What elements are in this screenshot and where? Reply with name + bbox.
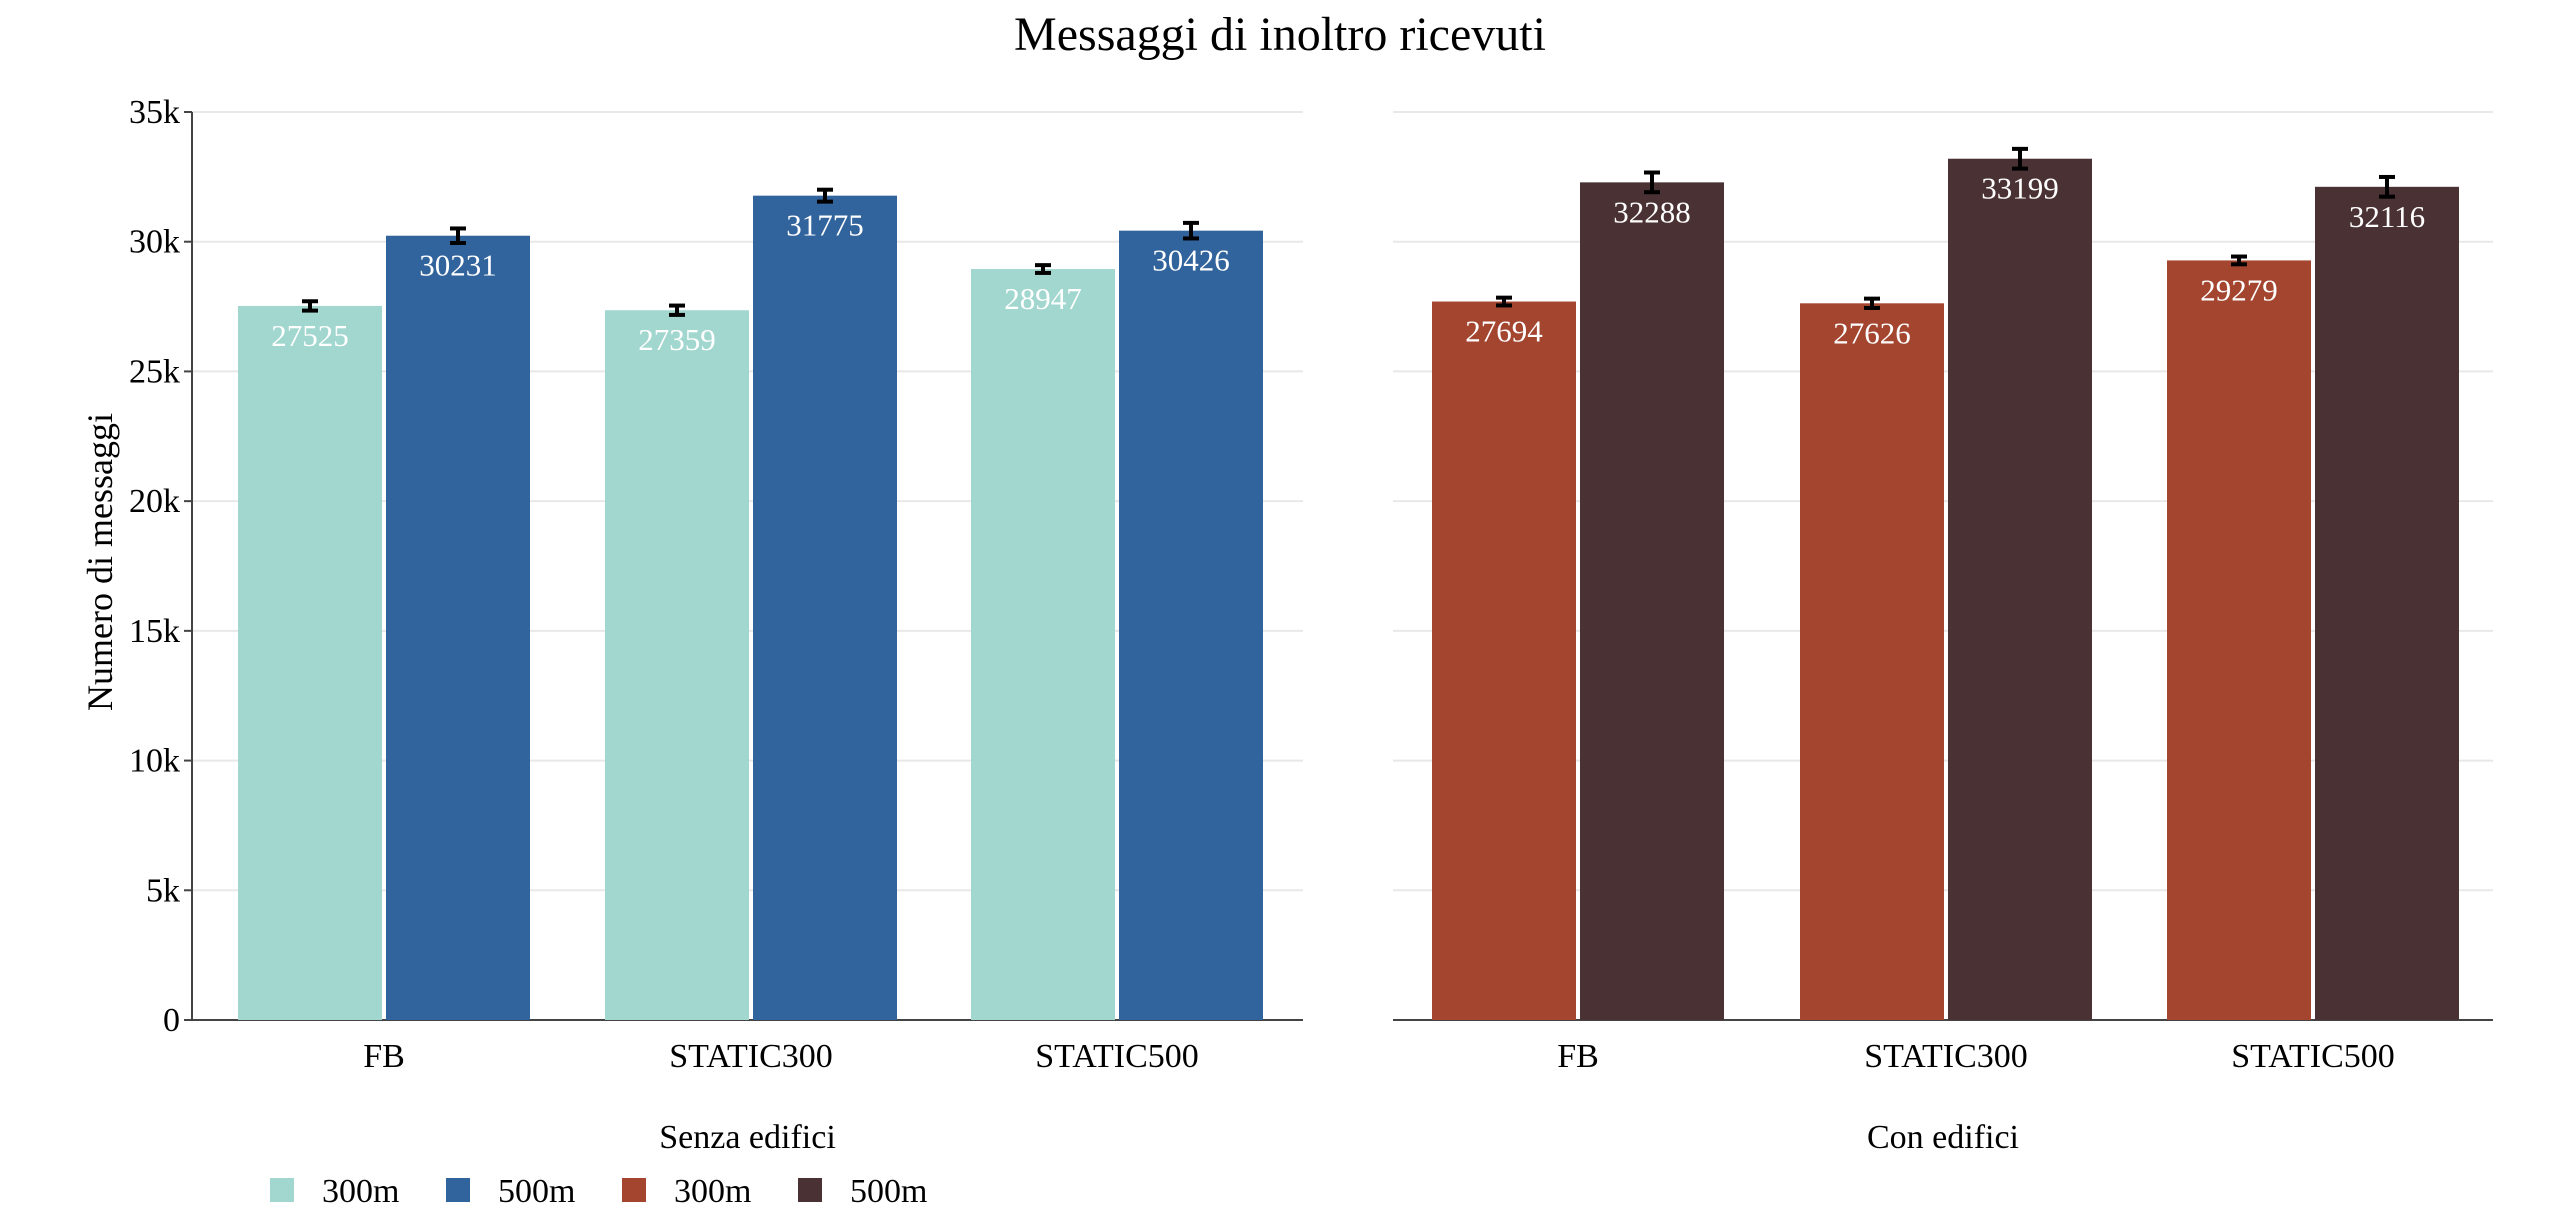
bar-value-label: 27626 (1833, 315, 1911, 350)
bar-value-label: 30231 (419, 248, 497, 283)
y-tick-label: 10k (129, 743, 180, 780)
y-tick-label: 15k (129, 613, 180, 650)
bar (386, 235, 530, 1020)
bar (2167, 260, 2311, 1021)
bar-value-label: 31775 (786, 208, 864, 243)
x-tick-label: FB (1557, 1038, 1599, 1075)
bar-value-label: 27525 (271, 318, 349, 353)
y-tick-label: 5k (146, 872, 180, 909)
x-tick-label: STATIC300 (1864, 1038, 2028, 1075)
x-tick-label: STATIC300 (669, 1038, 833, 1075)
bar-value-label: 29279 (2200, 272, 2278, 307)
bar (1580, 182, 1724, 1020)
bar (2315, 186, 2459, 1020)
legend-swatch (270, 1178, 294, 1202)
legend-label: 300m (322, 1173, 399, 1210)
y-axis-title: Numero di messaggi (80, 413, 120, 711)
chart-title: Messaggi di inoltro ricevuti (1014, 8, 1546, 61)
x-tick-label: STATIC500 (2231, 1038, 2395, 1075)
bar (971, 269, 1115, 1020)
bar (605, 310, 749, 1020)
panel-label: Con edifici (1867, 1119, 2019, 1156)
y-tick-label: 20k (129, 483, 180, 520)
x-tick-label: STATIC500 (1035, 1038, 1199, 1075)
bar-value-label: 32116 (2349, 199, 2425, 234)
bar (753, 195, 897, 1020)
x-tick-label: FB (363, 1038, 405, 1075)
y-tick-label: 25k (129, 353, 180, 390)
bar (1119, 230, 1263, 1021)
y-tick-label: 35k (129, 94, 180, 131)
legend-swatch (622, 1178, 646, 1202)
bar-value-label: 30426 (1152, 243, 1230, 278)
bar (1948, 158, 2092, 1020)
bar-value-label: 27694 (1465, 314, 1543, 349)
legend-label: 300m (674, 1173, 751, 1210)
y-tick-label: 30k (129, 224, 180, 261)
y-tick-label: 0 (163, 1002, 180, 1039)
legend-label: 500m (498, 1173, 575, 1210)
bar (238, 305, 382, 1020)
panel-label: Senza edifici (659, 1119, 836, 1156)
bar (1800, 303, 1944, 1021)
bar (1432, 301, 1576, 1020)
legend-label: 500m (850, 1173, 927, 1210)
legend-swatch (446, 1178, 470, 1202)
legend-swatch (798, 1178, 822, 1202)
bar-value-label: 27359 (638, 322, 716, 357)
bar-value-label: 32288 (1613, 194, 1691, 229)
bar-value-label: 28947 (1004, 281, 1082, 316)
bar-value-label: 33199 (1981, 171, 2059, 206)
